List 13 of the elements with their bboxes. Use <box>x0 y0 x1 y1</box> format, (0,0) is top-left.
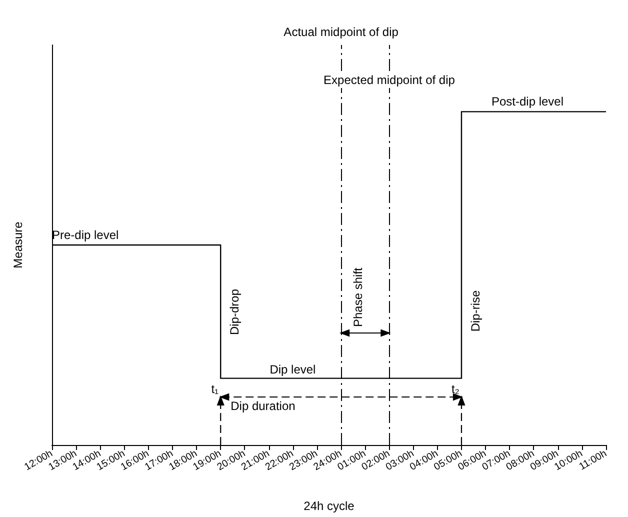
y-axis-title: Measure <box>11 221 25 268</box>
annotation: t₂ <box>451 382 460 396</box>
x-axis-title: 24h cycle <box>304 499 355 513</box>
annotation: Dip-drop <box>228 288 242 335</box>
annotation: Pre-dip level <box>52 228 119 242</box>
annotation: Dip duration <box>230 399 296 413</box>
ref-line-label: Expected midpoint of dip <box>324 73 456 87</box>
annotation: Dip-rise <box>468 290 482 332</box>
annotation: Phase shift <box>351 266 366 327</box>
annotation: Post-dip level <box>491 94 564 109</box>
ref-line-label: Actual midpoint of dip <box>284 25 399 39</box>
annotation: Dip level <box>270 362 316 376</box>
annotation: t₁ <box>211 382 219 396</box>
